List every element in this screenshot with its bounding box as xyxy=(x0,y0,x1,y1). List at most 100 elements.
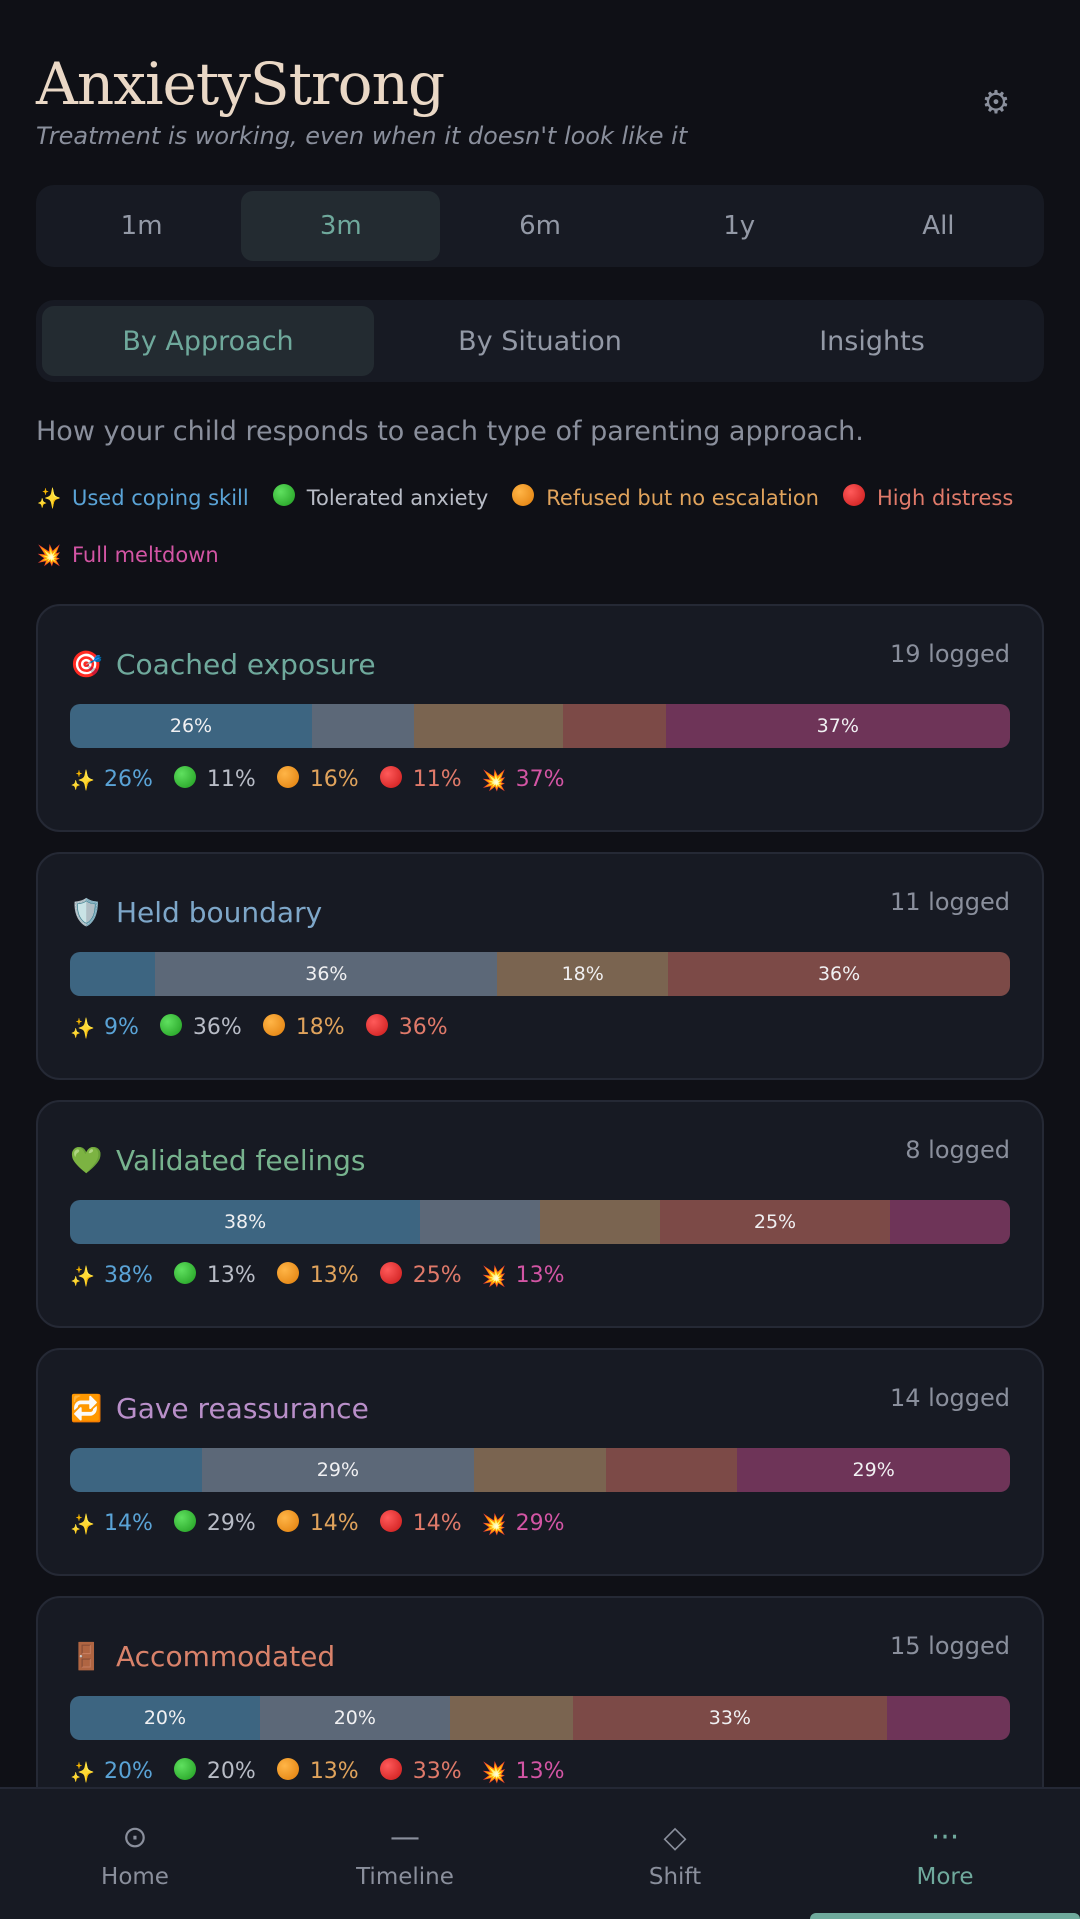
sparkles-icon: ✨ xyxy=(70,1263,95,1288)
bar-segment: 33% xyxy=(573,1696,887,1740)
range-tab-1m[interactable]: 1m xyxy=(120,211,163,241)
range-tab-1y[interactable]: 1y xyxy=(723,211,756,241)
outcome-stat: 18% xyxy=(262,1014,345,1041)
green-circle-icon xyxy=(159,1014,183,1041)
red-circle-icon xyxy=(379,1262,403,1289)
outcome-stat: 20% xyxy=(173,1758,256,1785)
logged-count: 14 logged xyxy=(890,1384,1010,1412)
outcome-percent: 36% xyxy=(398,1015,448,1040)
active-tab-indicator xyxy=(810,1913,1080,1919)
nav-label: Home xyxy=(101,1864,169,1890)
outcome-stat: 11% xyxy=(379,766,462,793)
outcome-stat: 33% xyxy=(379,1758,462,1785)
legend-label: Full meltdown xyxy=(72,543,219,567)
tab-insights[interactable]: Insights xyxy=(819,325,925,357)
outcome-stats: ✨ 26% 11% 16% 11% 💥 37% xyxy=(70,766,585,793)
bar-segment xyxy=(311,704,415,748)
outcome-percent: 38% xyxy=(104,1263,153,1288)
legend-label: High distress xyxy=(877,486,1014,510)
home-icon: ⊙ xyxy=(122,1820,148,1855)
sparkles-icon: ✨ xyxy=(36,486,62,510)
outcome-percent: 18% xyxy=(295,1015,345,1040)
tab-by-situation[interactable]: By Situation xyxy=(458,325,622,357)
outcome-stat: 13% xyxy=(276,1262,359,1289)
red-circle-icon xyxy=(841,484,867,512)
sparkles-icon: ✨ xyxy=(70,1015,95,1040)
sparkles-icon: ✨ xyxy=(70,1511,95,1536)
approach-card[interactable]: 🔁 Gave reassurance 14 logged 29% 29% ✨ 14% 29% 1… xyxy=(36,1348,1044,1576)
outcome-percent: 14% xyxy=(309,1511,359,1536)
outcome-percent: 26% xyxy=(104,767,153,792)
outcome-stat: 25% xyxy=(379,1262,462,1289)
outcome-percent: 36% xyxy=(192,1015,242,1040)
green-circle-icon xyxy=(173,1510,197,1537)
outcome-percent: 37% xyxy=(515,767,565,792)
bar-segment: 38% xyxy=(70,1200,421,1244)
approach-title: Held boundary xyxy=(116,896,323,929)
nav-more[interactable]: ··· More xyxy=(810,1789,1080,1919)
outcome-stat: 13% xyxy=(276,1758,359,1785)
outcome-percent: 25% xyxy=(412,1263,462,1288)
legend-item-coping: ✨ Used coping skill xyxy=(36,484,249,512)
nav-timeline[interactable]: — Timeline xyxy=(270,1789,540,1919)
orange-circle-icon xyxy=(262,1014,286,1041)
nav-home[interactable]: ⊙ Home xyxy=(0,1789,270,1919)
bar-segment xyxy=(563,704,666,748)
outcome-stat: ✨ 26% xyxy=(70,767,153,792)
outcome-stat: 💥 29% xyxy=(482,1511,565,1536)
red-circle-icon xyxy=(365,1014,389,1041)
orange-circle-icon xyxy=(276,1262,300,1289)
approach-icon: 🚪 xyxy=(70,1642,103,1672)
bar-segment xyxy=(474,1448,606,1492)
approach-title: Gave reassurance xyxy=(116,1392,369,1425)
nav-shift[interactable]: ◇ Shift xyxy=(540,1789,810,1919)
orange-circle-icon xyxy=(276,766,300,793)
view-selector: By Approach By Situation Insights xyxy=(36,300,1044,382)
diamond-icon: ◇ xyxy=(663,1820,687,1855)
outcome-stat: 14% xyxy=(276,1510,359,1537)
gear-icon[interactable]: ⚙ xyxy=(981,83,1011,121)
bar-segment: 18% xyxy=(497,952,669,996)
section-description: How your child responds to each type of … xyxy=(36,416,864,447)
outcome-percent: 20% xyxy=(104,1759,153,1784)
bar-segment xyxy=(886,1696,1010,1740)
range-tab-3m[interactable]: 3m xyxy=(241,191,441,261)
outcome-stats: ✨ 14% 29% 14% 14% 💥 29% xyxy=(70,1510,585,1537)
approach-card[interactable]: 🚪 Accommodated 15 logged 20% 20% 33% ✨ 20% 20% 13… xyxy=(36,1596,1044,1824)
orange-circle-icon xyxy=(510,484,536,512)
collision-icon: 💥 xyxy=(481,1759,507,1784)
outcome-stat: 36% xyxy=(159,1014,242,1041)
outcome-percent: 29% xyxy=(515,1511,565,1536)
bar-segment: 37% xyxy=(665,704,1010,748)
outcome-distribution-bar: 36% 18% 36% xyxy=(70,952,1010,996)
outcome-stat: ✨ 9% xyxy=(70,1015,139,1040)
outcome-stats: ✨ 20% 20% 13% 33% 💥 13% xyxy=(70,1758,585,1785)
collision-icon: 💥 xyxy=(481,767,507,792)
bar-segment xyxy=(605,1448,738,1492)
outcome-stat: 16% xyxy=(276,766,359,793)
app-title: AnxietyStrong xyxy=(36,50,445,118)
legend-item-tolerated: Tolerated anxiety xyxy=(271,484,488,512)
outcome-percent: 11% xyxy=(206,767,256,792)
nav-label: Timeline xyxy=(356,1864,454,1890)
range-tab-6m[interactable]: 6m xyxy=(519,211,561,241)
outcome-percent: 13% xyxy=(515,1263,565,1288)
outcome-stat: ✨ 14% xyxy=(70,1511,153,1536)
logged-count: 11 logged xyxy=(890,888,1010,916)
outcome-stat: ✨ 20% xyxy=(70,1759,153,1784)
range-tab-all[interactable]: All xyxy=(922,211,955,241)
approach-card[interactable]: 💚 Validated feelings 8 logged 38% 25% ✨ 38% 13%… xyxy=(36,1100,1044,1328)
approach-title: Validated feelings xyxy=(116,1144,366,1177)
approach-card[interactable]: 🛡️ Held boundary 11 logged 36% 18% 36% ✨ 9% 36% 1… xyxy=(36,852,1044,1080)
logged-count: 15 logged xyxy=(890,1632,1010,1660)
tab-by-approach[interactable]: By Approach xyxy=(42,306,374,376)
bar-segment: 26% xyxy=(70,704,312,748)
outcome-percent: 13% xyxy=(206,1263,256,1288)
outcome-stat: 36% xyxy=(365,1014,448,1041)
bar-segment: 20% xyxy=(70,1696,260,1740)
sparkles-icon: ✨ xyxy=(70,767,95,792)
outcome-percent: 16% xyxy=(309,767,359,792)
outcome-stat: 💥 13% xyxy=(482,1263,565,1288)
approach-card[interactable]: 🎯 Coached exposure 19 logged 26% 37% ✨ 26% 11% 1… xyxy=(36,604,1044,832)
outcome-percent: 13% xyxy=(515,1759,565,1784)
